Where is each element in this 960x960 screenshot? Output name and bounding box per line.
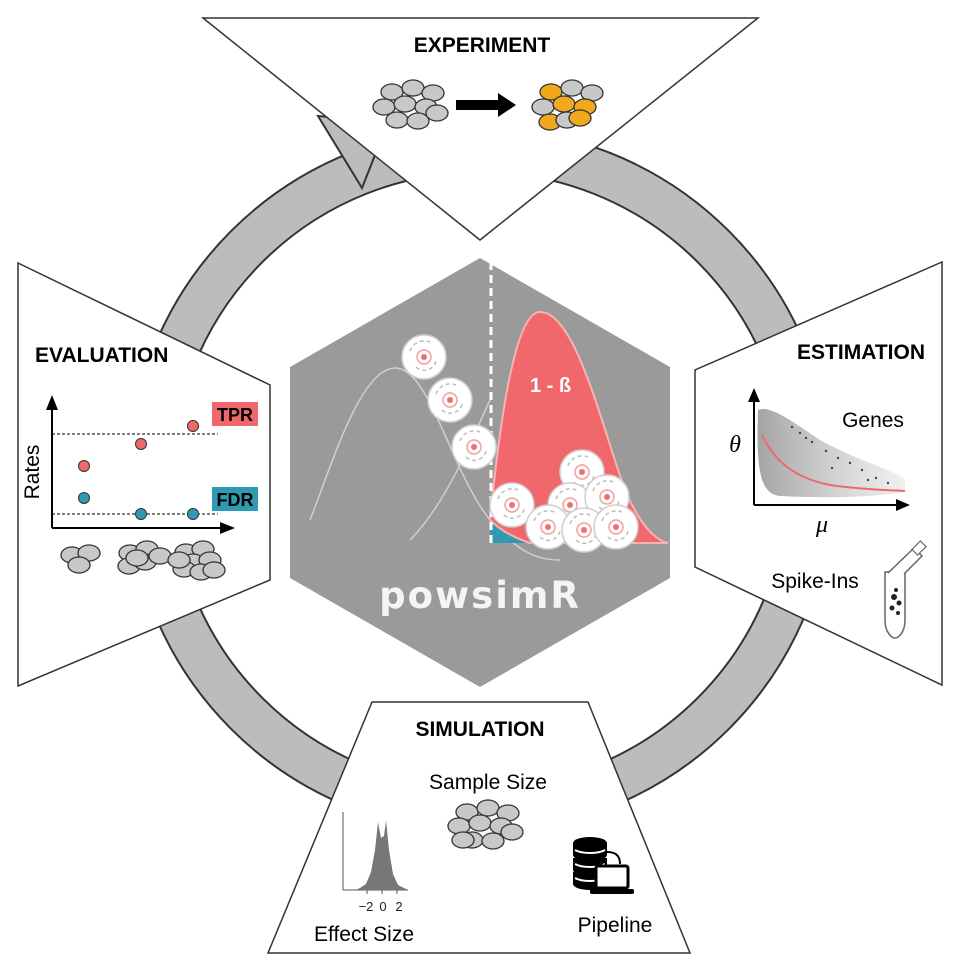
experiment-title: EXPERIMENT <box>414 34 551 57</box>
arrow-right-icon <box>456 93 516 117</box>
null-cell <box>451 424 497 470</box>
tube-icon <box>884 540 927 639</box>
evaluation-title: EVALUATION <box>35 344 168 367</box>
tpr-point <box>78 460 90 472</box>
gene-cloud <box>757 409 905 498</box>
tpr-label: TPR <box>217 405 253 425</box>
beta-area <box>490 520 560 543</box>
fdr-point <box>187 508 199 520</box>
histogram-tick: −2 <box>359 899 374 914</box>
simulation-panel: SIMULATION Sample Size −2 0 2 Effect Siz… <box>266 701 692 954</box>
evaluation-axes <box>46 395 235 534</box>
tpr-badge: TPR <box>212 402 258 426</box>
estimation-panel: ESTIMATION θ μ Genes Spike-Ins <box>694 260 943 687</box>
rates-axis-label: Rates <box>21 445 44 500</box>
tpr-point <box>187 420 199 432</box>
histogram-tick: 0 <box>379 899 386 914</box>
null-cell <box>427 377 473 423</box>
mu-axis-label: μ <box>815 512 828 538</box>
spikeins-label: Spike-Ins <box>771 570 859 593</box>
pipeline-label: Pipeline <box>578 914 653 937</box>
effect-size-label: Effect Size <box>314 923 414 946</box>
sample-size-label: Sample Size <box>429 771 547 794</box>
effect-size-histogram <box>342 812 408 894</box>
experiment-panel: EXPERIMENT <box>200 17 761 241</box>
histogram-tick: 2 <box>395 899 402 914</box>
theta-axis-label: θ <box>729 432 741 458</box>
database-laptop-icon <box>573 837 634 894</box>
scatter-dots <box>790 425 890 485</box>
fdr-label: FDR <box>217 490 254 510</box>
evaluation-panel: EVALUATION TPR FDR Rates <box>17 261 271 688</box>
evaluation-points <box>78 420 199 520</box>
power-area <box>488 310 669 544</box>
power-cell <box>593 504 639 550</box>
null-cell <box>401 334 447 380</box>
fdr-point <box>135 508 147 520</box>
trend-line <box>761 434 906 492</box>
genes-label: Genes <box>842 409 904 432</box>
fdr-point <box>78 492 90 504</box>
tpr-point <box>135 438 147 450</box>
estimation-axes <box>748 388 910 511</box>
powsimr-logo: powsimR <box>379 574 581 617</box>
fdr-badge: FDR <box>212 487 258 511</box>
simulation-title: SIMULATION <box>415 718 544 741</box>
power-label: 1 - ß <box>530 375 571 397</box>
center-hexagon: 1 - ß powsimR <box>290 258 670 687</box>
estimation-title: ESTIMATION <box>797 341 925 364</box>
